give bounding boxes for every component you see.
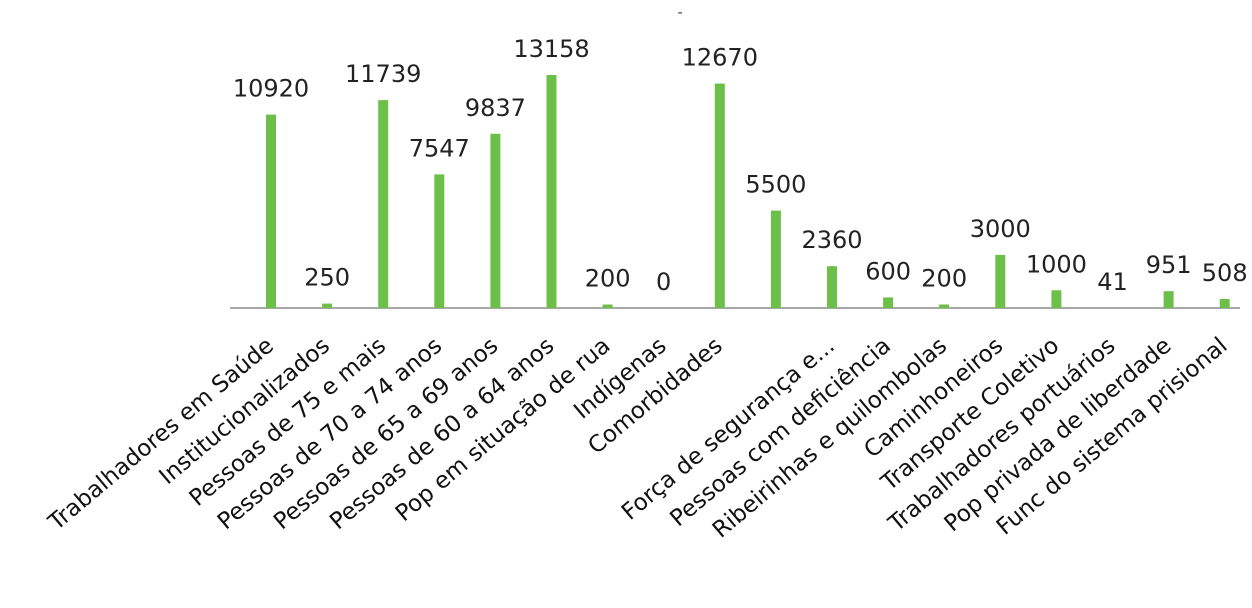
value-label-3: 11739 [345, 60, 421, 88]
bar-7 [602, 304, 613, 308]
value-label-17: 951 [1146, 251, 1192, 279]
value-label-5: 9837 [465, 94, 526, 122]
value-label-16: 41 [1097, 268, 1128, 296]
chart-title-mark: - [677, 5, 682, 21]
category-labels-group: Trabalhadores em SaúdeInstitucionalizado… [43, 333, 1232, 544]
bar-2 [322, 303, 333, 308]
value-label-11: 2360 [801, 226, 862, 254]
value-label-9: 12670 [682, 44, 758, 72]
value-labels-group: 10920 250 11739 7547 9837 13158 200 0 12670 5500 2… [233, 35, 1248, 296]
bar-11 [827, 266, 837, 308]
value-label-18: 508 [1202, 259, 1248, 287]
value-label-13: 200 [921, 265, 967, 293]
value-label-2: 250 [304, 264, 350, 292]
bar-6 [546, 75, 557, 308]
bar-14 [995, 254, 1006, 308]
bar-10 [770, 210, 781, 308]
value-label-15: 1000 [1026, 250, 1087, 278]
bar-17 [1163, 291, 1174, 308]
value-label-7: 200 [585, 265, 631, 293]
bar-18 [1219, 299, 1230, 308]
value-label-6: 13158 [513, 35, 589, 63]
bar-1 [266, 114, 276, 308]
bars-group [266, 75, 1230, 308]
bar-4 [434, 174, 445, 308]
value-label-1: 10920 [233, 75, 309, 103]
bar-5 [490, 133, 501, 308]
bar-13 [939, 304, 950, 308]
bar-3 [378, 100, 389, 308]
bar-9 [714, 83, 725, 308]
value-label-10: 5500 [745, 171, 806, 199]
value-label-12: 600 [865, 257, 911, 285]
bar-12 [883, 297, 894, 308]
value-label-8: 0 [656, 268, 671, 296]
value-label-4: 7547 [409, 134, 470, 162]
bar-15 [1051, 290, 1062, 308]
value-label-14: 3000 [970, 215, 1031, 243]
